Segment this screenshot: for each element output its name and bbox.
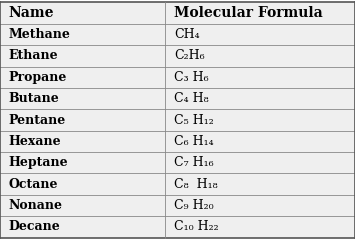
Text: C₇ H₁₆: C₇ H₁₆	[174, 156, 214, 169]
Text: C₄ H₈: C₄ H₈	[174, 92, 209, 105]
Bar	[0, 88, 355, 109]
Text: C₉ H₂₀: C₉ H₂₀	[174, 199, 214, 212]
Text: Methane: Methane	[9, 28, 71, 41]
Bar	[0, 195, 355, 216]
Text: CH₄: CH₄	[174, 28, 200, 41]
Text: C₈  H₁₈: C₈ H₁₈	[174, 178, 218, 191]
Text: C₃ H₆: C₃ H₆	[174, 71, 209, 84]
Text: C₆ H₁₄: C₆ H₁₄	[174, 135, 214, 148]
Text: Name: Name	[9, 6, 54, 20]
Text: Propane: Propane	[9, 71, 67, 84]
Bar	[0, 174, 355, 195]
Text: C₂H₆: C₂H₆	[174, 49, 204, 62]
Text: Heptane: Heptane	[9, 156, 69, 169]
Text: Nonane: Nonane	[9, 199, 63, 212]
Bar	[0, 24, 355, 45]
Text: Molecular Formula: Molecular Formula	[174, 6, 323, 20]
Text: Pentane: Pentane	[9, 114, 66, 126]
Text: Butane: Butane	[9, 92, 60, 105]
Text: Ethane: Ethane	[9, 49, 59, 62]
Text: Hexane: Hexane	[9, 135, 61, 148]
Bar	[0, 66, 355, 88]
Text: C₅ H₁₂: C₅ H₁₂	[174, 114, 214, 126]
Bar	[0, 152, 355, 174]
Text: Octane: Octane	[9, 178, 58, 191]
Bar	[0, 131, 355, 152]
Text: Decane: Decane	[9, 220, 61, 234]
Text: C₁₀ H₂₂: C₁₀ H₂₂	[174, 220, 219, 234]
Bar	[0, 216, 355, 238]
Bar	[0, 45, 355, 66]
Bar	[0, 2, 355, 24]
Bar	[0, 109, 355, 131]
